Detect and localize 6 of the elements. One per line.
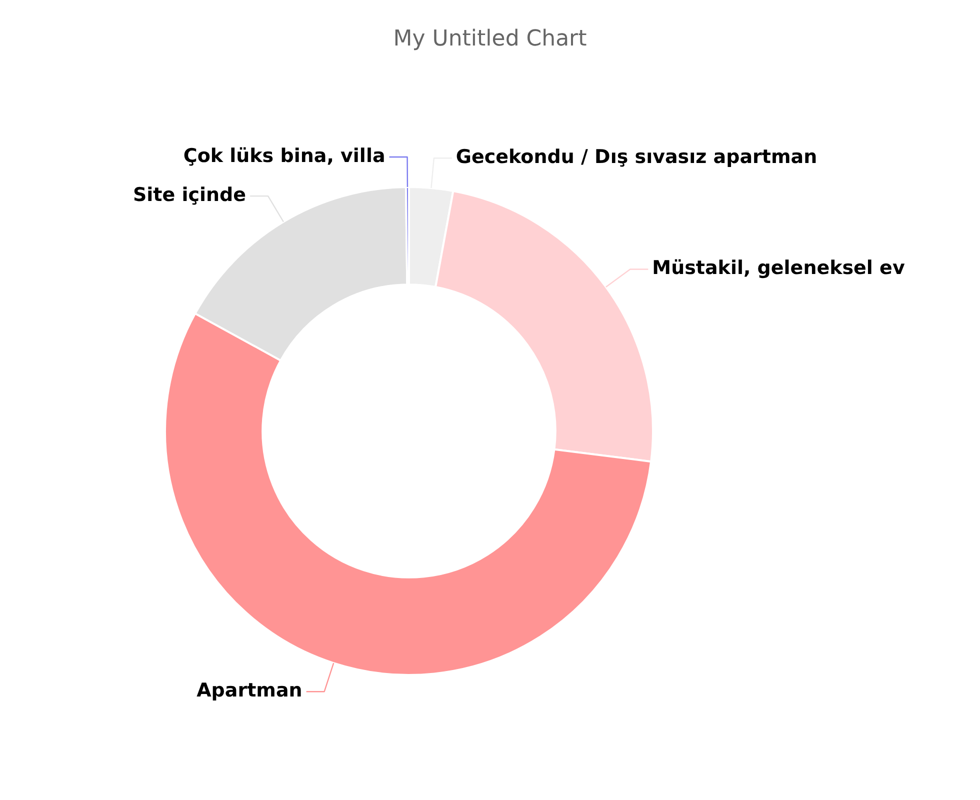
slice-label: Müstakil, geleneksel ev: [652, 257, 906, 280]
slice-label: Çok lüks bina, villa: [183, 144, 386, 167]
slice-label: Gecekondu / Dış sıvasız apartman: [456, 146, 818, 168]
slice-label: Site içinde: [132, 184, 246, 206]
chart-title: My Untitled Chart: [393, 26, 588, 52]
slice-label: Apartman: [196, 680, 302, 702]
